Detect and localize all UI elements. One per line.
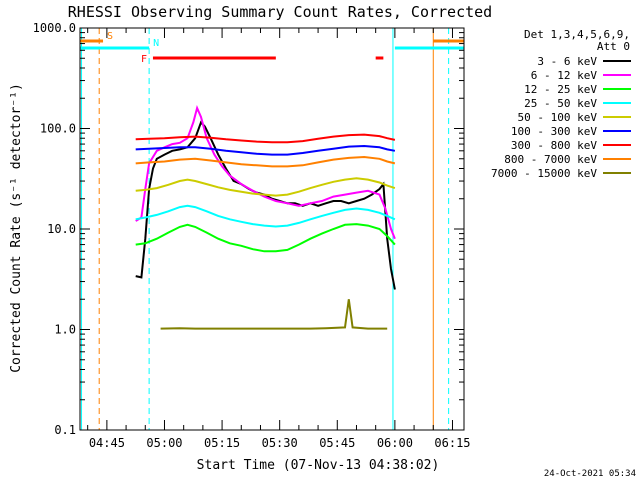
chart-title: RHESSI Observing Summary Count Rates, Co… bbox=[68, 3, 492, 21]
x-tick-label: 05:15 bbox=[204, 436, 240, 450]
series-line bbox=[135, 155, 396, 168]
legend-header: Att 0 bbox=[597, 40, 630, 53]
series-line bbox=[135, 133, 396, 144]
legend-entry-label: 50 - 100 keV bbox=[518, 111, 598, 124]
plot-frame bbox=[79, 27, 465, 431]
x-tick-label: 05:30 bbox=[262, 436, 298, 450]
series-group bbox=[135, 104, 396, 330]
x-tick-label: 06:15 bbox=[434, 436, 470, 450]
series-line bbox=[160, 299, 388, 330]
flag-label: F bbox=[141, 54, 147, 65]
series-line bbox=[135, 104, 396, 240]
legend-entry-label: 3 - 6 keV bbox=[537, 55, 597, 68]
series-line bbox=[135, 177, 396, 197]
legend-entry-label: 800 - 7000 keV bbox=[504, 153, 597, 166]
y-tick-label: 10.0 bbox=[47, 222, 76, 236]
y-tick-label: 1000.0 bbox=[33, 21, 76, 35]
y-tick-label: 1.0 bbox=[54, 323, 76, 337]
legend-entry-label: 100 - 300 keV bbox=[511, 125, 597, 138]
plot-area: S NF 1000.0 100.0 10.0 1.0 0.1 04:45 05:00 05:15 0… bbox=[33, 21, 471, 450]
flag-label: S bbox=[107, 31, 113, 42]
legend-entry-label: 25 - 50 keV bbox=[524, 97, 597, 110]
x-tick-label: 05:00 bbox=[146, 436, 182, 450]
legend-entry-label: 6 - 12 keV bbox=[531, 69, 598, 82]
y-tick-label: 100.0 bbox=[40, 122, 76, 136]
footer-date: 24-Oct-2021 05:34 bbox=[544, 469, 636, 479]
series-line bbox=[135, 223, 396, 253]
legend-header: Det 1,3,4,5,6,9, bbox=[524, 28, 630, 41]
x-tick-label: 06:00 bbox=[377, 436, 413, 450]
y-tick-label: 0.1 bbox=[54, 423, 76, 437]
x-tick-label: 04:45 bbox=[89, 436, 125, 450]
y-axis-label: Corrected Count Rate (s⁻¹ detector⁻¹) bbox=[9, 83, 24, 373]
series-line bbox=[135, 144, 396, 156]
x-axis-label: Start Time (07-Nov-13 04:38:02) bbox=[197, 458, 440, 473]
legend-entry-label: 300 - 800 keV bbox=[511, 139, 597, 152]
legend-entry-label: 12 - 25 keV bbox=[524, 83, 597, 96]
flag-label: N bbox=[153, 38, 159, 49]
x-tick-label: 05:45 bbox=[319, 436, 355, 450]
legend-entry-label: 7000 - 15000 keV bbox=[491, 167, 597, 180]
series-line bbox=[135, 204, 396, 228]
